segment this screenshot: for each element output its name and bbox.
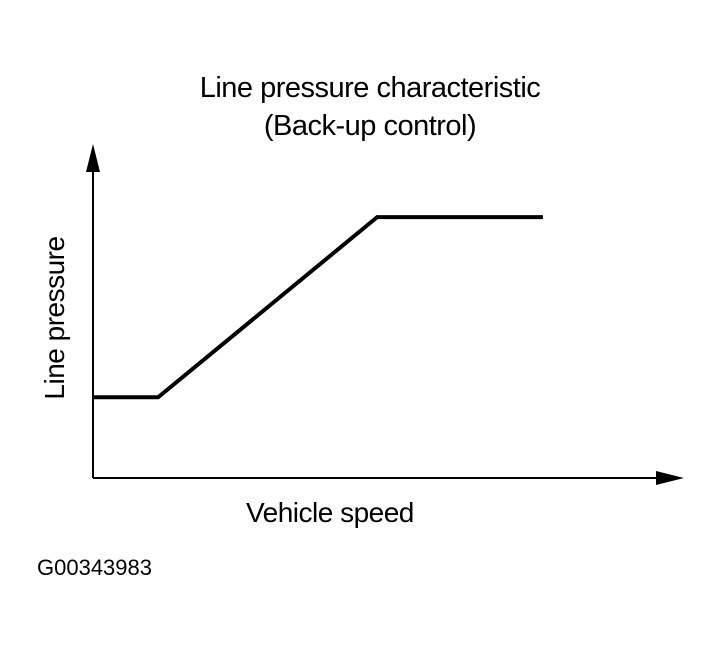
x-axis-arrow xyxy=(656,471,684,485)
figure-id: G00343983 xyxy=(37,555,152,580)
x-axis-label: Vehicle speed xyxy=(246,497,414,528)
y-axis-label: Line pressure xyxy=(39,236,70,400)
series-line-1 xyxy=(93,215,543,400)
y-axis-arrow xyxy=(86,144,100,172)
series-layer xyxy=(93,215,543,400)
chart-title: Line pressure characteristic xyxy=(199,72,541,104)
chart-subtitle: (Back-up control) xyxy=(263,110,477,142)
